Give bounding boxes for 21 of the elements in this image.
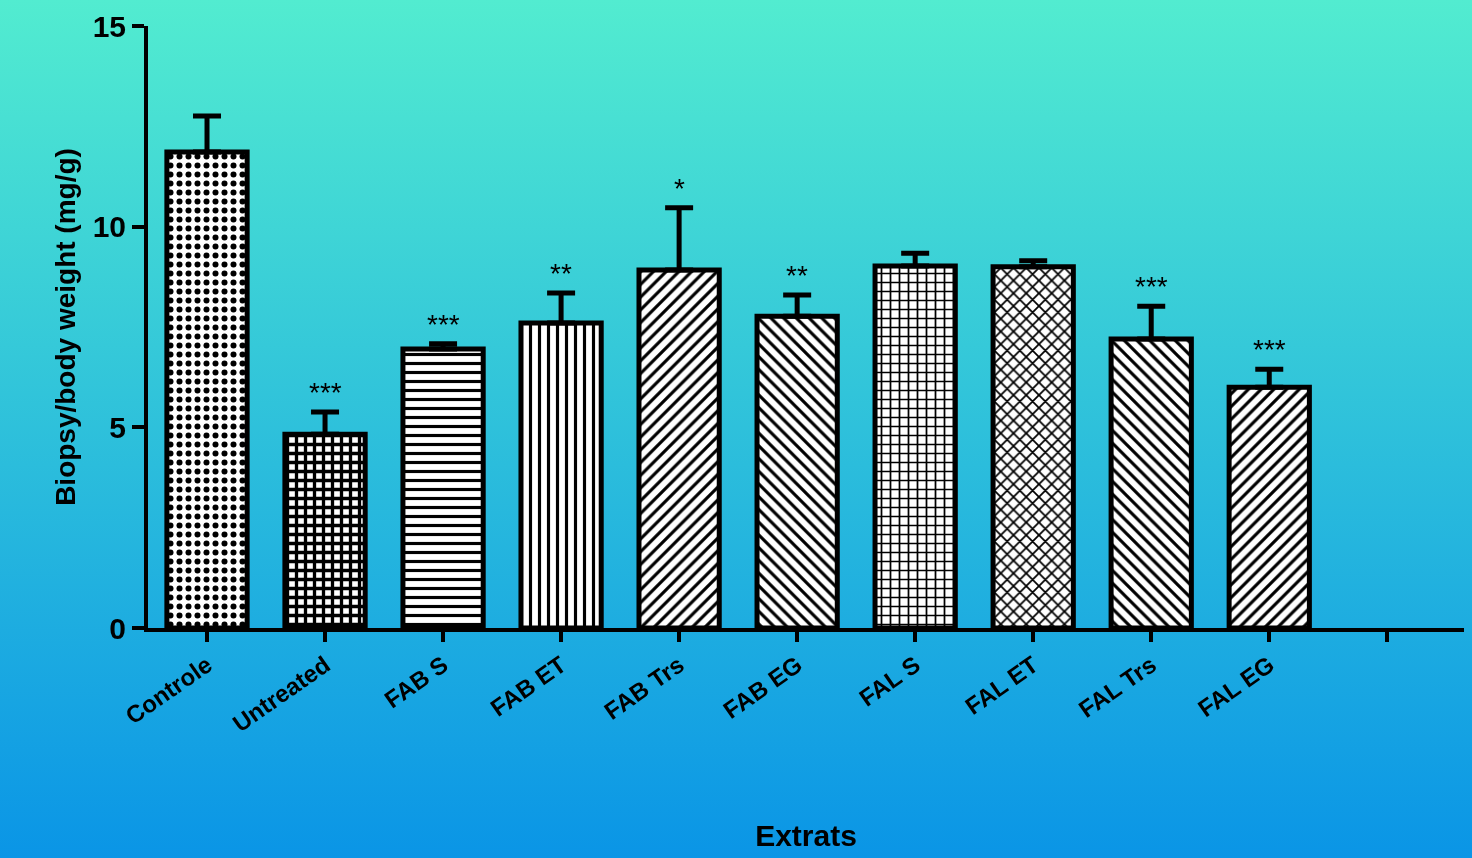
y-tick-label: 15	[92, 9, 126, 43]
x-tick-label: FAL S	[854, 650, 925, 712]
y-tick-label: 5	[109, 410, 126, 444]
annotation: ***	[1135, 271, 1168, 302]
x-tick-label: FAL Trs	[1073, 650, 1161, 723]
x-axis-title: Extrats	[755, 818, 857, 852]
x-tick-label: FAL ET	[960, 650, 1044, 720]
y-axis-title: Biopsy/body weight (mg/g)	[49, 148, 81, 506]
y-tick-label: 10	[92, 210, 126, 244]
annotation: **	[786, 260, 808, 291]
x-tick-label: FAB EG	[718, 650, 807, 724]
x-tick-label: FAB Trs	[599, 650, 689, 725]
annotation: *	[674, 173, 685, 204]
annotation: ***	[309, 377, 342, 408]
x-tick-label: FAB ET	[485, 650, 572, 722]
annotation: **	[550, 258, 572, 289]
x-tick-label: FAB S	[379, 650, 453, 714]
annotation: ***	[1253, 334, 1286, 365]
annotation: ***	[427, 309, 460, 340]
y-tick-label: 0	[109, 611, 126, 645]
x-tick-label: FAL EG	[1192, 650, 1280, 723]
